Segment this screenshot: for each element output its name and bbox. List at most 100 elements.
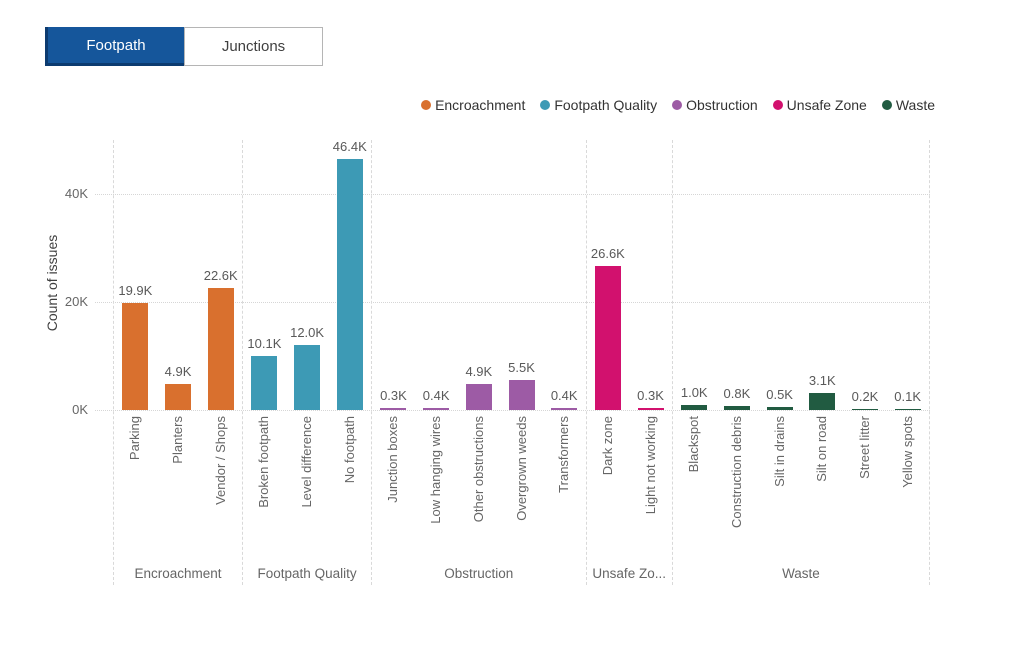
x-label-slot: Parking (114, 410, 157, 555)
legend-label: Obstruction (686, 97, 758, 113)
bar-slot: 3.1K (801, 140, 844, 410)
x-axis-label: Silt in drains (771, 416, 787, 487)
bar-low-hanging-wires[interactable] (423, 407, 450, 410)
bar-silt-on-road[interactable] (809, 393, 836, 410)
x-label-slot: Vendor / Shops (199, 410, 242, 555)
legend-item-footpath-quality[interactable]: Footpath Quality (540, 97, 657, 113)
x-axis-label: Junction boxes (385, 416, 401, 503)
bar-transformers[interactable] (551, 407, 578, 410)
bar-construction-debris[interactable] (723, 405, 750, 410)
category-group-unsafe-zone: 26.6K 0.3K Dark zone Light not working Unsaf… (585, 140, 672, 585)
legend-label: Waste (895, 97, 935, 113)
bar-groups: 19.9K 4.9K 22.6K Parking Planters Vendor / Sh… (113, 139, 930, 585)
y-axis-title: Count of issues (44, 234, 60, 332)
bar-slot: 19.9K (114, 140, 157, 410)
x-label-slot: Silt in drains (758, 410, 801, 555)
x-axis-label: Parking (127, 416, 143, 461)
y-tick-label: 20K (64, 294, 88, 309)
bar-slot: 5.5K (500, 140, 543, 410)
legend-item-obstruction[interactable]: Obstruction (672, 97, 758, 113)
bar-other-obstructions[interactable] (465, 383, 492, 410)
bar-slot: 10.1K (243, 140, 286, 410)
bar-slot: 0.3K (629, 140, 672, 410)
x-axis-label: Street litter (856, 416, 872, 479)
x-label-slot: Transformers (543, 410, 586, 555)
group-label: Obstruction (444, 565, 514, 581)
plot-area: 19.9K 4.9K 22.6K Parking Planters Vendor / Sh… (95, 139, 930, 585)
bar-slot: 0.4K (415, 140, 458, 410)
x-axis-label: Dark zone (599, 416, 615, 476)
x-axis-label: Low hanging wires (428, 416, 444, 524)
category-group-waste: 1.0K 0.8K 0.5K 3.1K 0.2K 0.1K Blackspot Constru… (671, 140, 930, 585)
x-axis-label: Other obstructions (470, 416, 486, 523)
bar-blackspot[interactable] (681, 404, 708, 410)
tab-footpath[interactable]: Footpath (45, 27, 184, 66)
x-axis-label: Overgrown weeds (513, 416, 529, 521)
bar-data-label: 3.1K (808, 373, 836, 389)
x-axis-label: Yellow spots (899, 416, 915, 488)
bar-level-difference[interactable] (294, 345, 321, 410)
bar-overgrown-weeds[interactable] (508, 380, 535, 410)
bar-chart: Count of issues 0K 20K 40K 19.9K 4.9K 22.6K P… (0, 139, 1024, 600)
bar-parking[interactable] (122, 302, 149, 410)
bar-data-label: 0.8K (723, 385, 751, 401)
x-label-slot: Street litter (844, 410, 887, 555)
bar-no-footpath[interactable] (336, 159, 363, 410)
view-toggle: Footpath Junctions (45, 27, 323, 66)
bar-yellow-spots[interactable] (894, 409, 921, 410)
x-axis-label: Light not working (642, 416, 658, 515)
x-label-slot: Silt on road (801, 410, 844, 555)
legend-label: Footpath Quality (554, 97, 658, 113)
x-axis-label: Silt on road (814, 416, 830, 482)
bar-data-label: 4.9K (465, 363, 493, 379)
bar-data-label: 46.4K (332, 139, 367, 155)
bar-slot: 0.3K (372, 140, 415, 410)
x-label-slot: No footpath (328, 410, 371, 555)
bar-data-label: 0.3K (637, 388, 664, 404)
legend-dot-icon (881, 100, 892, 110)
x-label-slot: Yellow spots (886, 410, 929, 555)
x-label-slot: Broken footpath (243, 410, 286, 555)
legend-dot-icon (540, 100, 551, 110)
x-axis-label: Vendor / Shops (212, 416, 228, 505)
bar-slot: 46.4K (328, 139, 371, 410)
gridline (95, 194, 930, 195)
group-label: Waste (782, 565, 820, 581)
bar-broken-footpath[interactable] (251, 355, 278, 410)
x-axis-label: Transformers (556, 416, 572, 493)
bar-street-litter[interactable] (851, 408, 878, 410)
bar-vendor-shops[interactable] (207, 288, 234, 410)
bar-data-label: 4.9K (164, 363, 192, 379)
bar-slot: 12.0K (286, 140, 329, 410)
x-label-slot: Construction debris (716, 410, 759, 555)
bar-slot: 4.9K (457, 140, 500, 410)
legend-dot-icon (672, 100, 683, 110)
legend-item-waste[interactable]: Waste (881, 97, 935, 113)
x-axis-label: Blackspot (686, 416, 702, 473)
tab-junctions[interactable]: Junctions (184, 27, 323, 66)
bar-light-not-working[interactable] (637, 408, 664, 410)
x-label-slot: Planters (157, 410, 200, 555)
x-label-slot: Blackspot (673, 410, 716, 555)
gridline (95, 302, 930, 303)
bar-silt-in-drains[interactable] (766, 407, 793, 410)
bar-junction-boxes[interactable] (380, 408, 407, 410)
x-axis-label: Level difference (299, 416, 315, 508)
category-group-encroachment: 19.9K 4.9K 22.6K Parking Planters Vendor / Sh… (113, 140, 242, 585)
legend-dot-icon (421, 100, 432, 110)
bar-dark-zone[interactable] (594, 266, 621, 410)
group-label: Encroachment (134, 565, 222, 581)
x-label-slot: Level difference (286, 410, 329, 555)
legend-item-unsafe-zone[interactable]: Unsafe Zone (772, 97, 867, 113)
legend-label: Unsafe Zone (786, 97, 867, 113)
bar-data-label: 0.1K (894, 389, 922, 404)
bar-data-label: 1.0K (680, 384, 708, 400)
bar-slot: 0.4K (543, 140, 586, 410)
legend-label: Encroachment (435, 97, 526, 113)
legend-item-encroachment[interactable]: Encroachment (421, 97, 525, 113)
x-axis-label: No footpath (341, 416, 357, 484)
x-label-slot: Other obstructions (457, 410, 500, 555)
bar-slot: 0.1K (886, 140, 929, 410)
bar-data-label: 19.9K (118, 282, 153, 298)
bar-planters[interactable] (165, 383, 192, 410)
